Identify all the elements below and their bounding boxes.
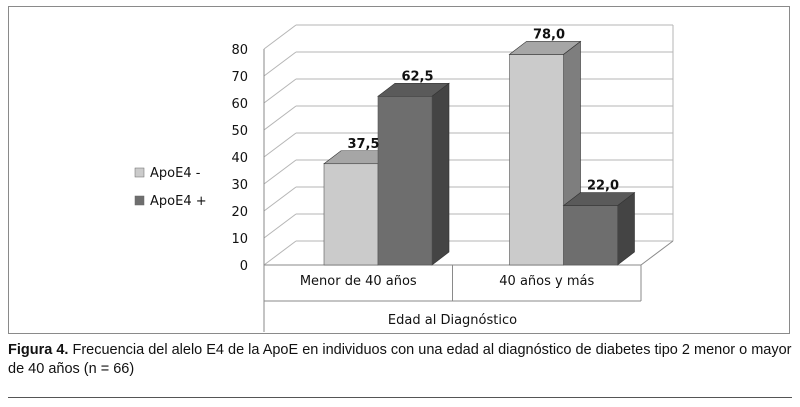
y-tick-label: 10 [231,232,248,247]
legend-label: ApoE4 + [150,194,207,209]
bar [509,54,564,266]
bar [323,163,379,266]
chart-frame: 0 10 20 30 40 50 60 70 80 37,5 62,5 78,0 22,0 Menor… [8,6,790,334]
floor-right-edge [640,240,674,266]
bar-top [562,192,636,206]
y-tick-label: 0 [240,259,248,274]
data-label: 62,5 [401,69,433,84]
side-gridline [263,240,297,266]
figure-caption-text: Frecuencia del alelo E4 de la ApoE en in… [8,342,792,377]
side-gridline [263,213,297,239]
bar [563,205,618,266]
side-gridline [263,186,297,212]
side-gridline [263,51,297,77]
bar [377,95,433,266]
y-tick-label: 60 [231,97,248,112]
bar-chart: 0 10 20 30 40 50 60 70 80 37,5 62,5 78,0 22,0 Menor… [134,24,674,332]
bars [323,40,636,266]
bar-side [431,82,450,266]
side-gridline [263,132,297,158]
side-gridline [263,159,297,185]
figure-caption: Figura 4. Frecuencia del alelo E4 de la … [8,341,792,379]
bar-top [508,41,582,55]
side-gridline [263,24,297,50]
bottom-divider [8,397,792,398]
data-label: 78,0 [533,27,565,42]
figure-label: Figura 4. [8,342,69,358]
legend: ApoE4 - ApoE4 + [134,166,207,209]
data-label: 22,0 [587,179,619,194]
legend-swatch [134,195,145,206]
side-gridline [263,78,297,104]
y-tick-label: 40 [231,151,248,166]
value-labels: 37,5 62,5 78,0 22,0 [347,27,619,193]
bar-top [377,82,450,97]
category-label: 40 años y más [499,274,594,289]
side-gridline [263,105,297,131]
legend-label: ApoE4 - [150,166,201,181]
y-tick-label: 70 [231,70,248,85]
category-labels: Menor de 40 años 40 años y más Edad al Dia… [300,274,595,328]
x-axis-title: Edad al Diagnóstico [388,313,517,328]
y-tick-label: 30 [231,178,248,193]
y-tick-labels: 0 10 20 30 40 50 60 70 80 [231,43,248,274]
category-label: Menor de 40 años [300,274,417,289]
y-tick-label: 80 [231,43,248,58]
y-tick-label: 50 [231,124,248,139]
data-label: 37,5 [347,137,379,152]
legend-swatch [134,167,145,178]
y-tick-label: 20 [231,205,248,220]
